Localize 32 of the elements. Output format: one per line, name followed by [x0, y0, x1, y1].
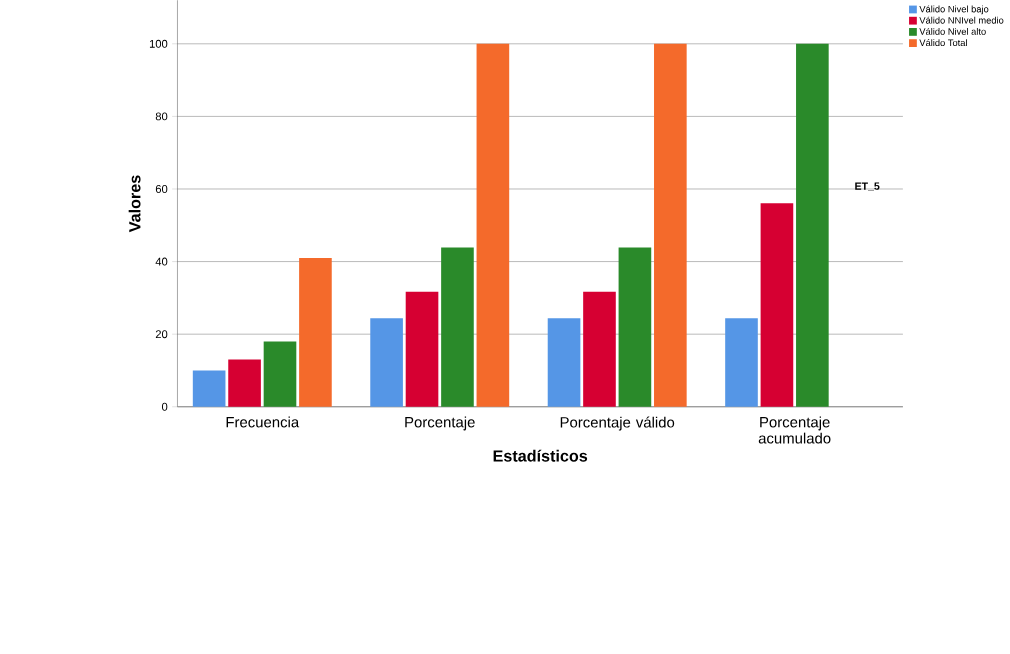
bar: [654, 43, 687, 407]
y-tick-label: 40: [155, 257, 168, 266]
x-tick-label: Porcentaje: [405, 416, 475, 431]
legend-label: Válido Nivel bajo: [919, 5, 989, 15]
y-tick-label: 80: [155, 112, 168, 121]
bar: [476, 43, 510, 407]
x-tick-label: Porcentaje acumulado: [758, 416, 831, 444]
bar: [299, 258, 332, 407]
bar: [192, 370, 226, 407]
bar: [618, 247, 652, 407]
bar: [583, 291, 616, 407]
legend-title: ET_5: [855, 182, 880, 192]
bar: [725, 318, 758, 407]
bar: [796, 43, 829, 407]
legend-label: Válido NNIvel medio: [919, 16, 1004, 24]
x-tick-label: Frecuencia: [226, 416, 300, 428]
bar: [370, 318, 403, 407]
y-tick-label: 0: [161, 403, 168, 411]
y-tick-label: 60: [155, 185, 168, 194]
x-tick-label: Porcentaje válido: [560, 416, 675, 431]
bar: [405, 291, 439, 407]
bar: [263, 341, 297, 407]
bar: [760, 203, 794, 407]
y-axis-title: Valores: [128, 175, 141, 233]
bar: [441, 247, 474, 407]
bar: [547, 318, 581, 407]
x-axis-title: Estadísticos: [493, 449, 588, 462]
y-tick-label: 100: [149, 40, 168, 48]
legend-label: Válido Nivel alto: [919, 28, 986, 36]
bar: [228, 359, 261, 407]
y-tick-label: 20: [155, 330, 168, 339]
legend-label: Válido Total: [919, 39, 967, 47]
